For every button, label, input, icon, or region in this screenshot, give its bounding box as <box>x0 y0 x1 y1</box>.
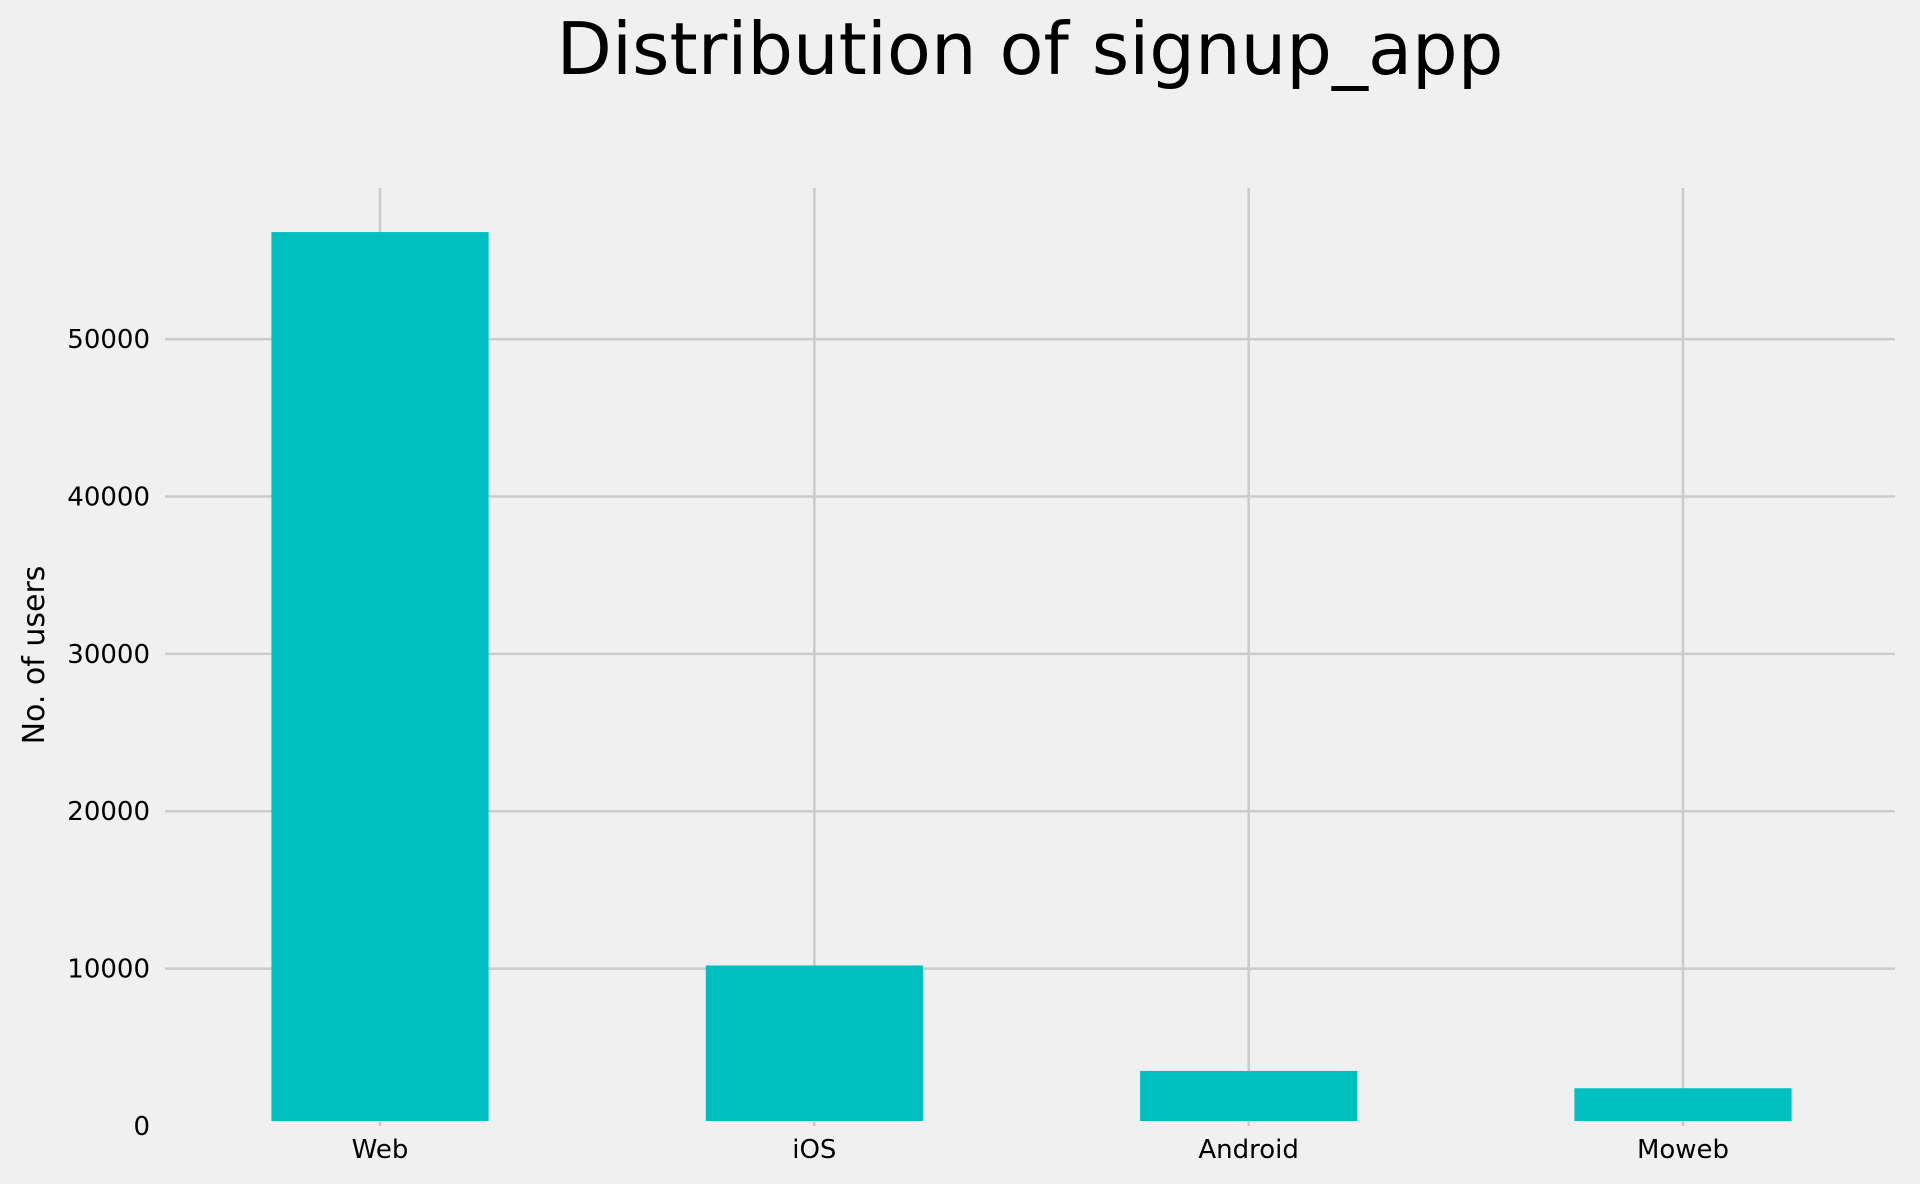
y-tick-label: 40000 <box>67 482 150 512</box>
x-tick-label: Web <box>352 1135 409 1165</box>
ticks-layer: 0 10000 20000 30000 40000 50000 Web iOS Android M… <box>67 325 1729 1165</box>
x-tick-label: Moweb <box>1637 1135 1729 1165</box>
bar-moweb <box>1574 1088 1792 1121</box>
y-tick-label: 50000 <box>67 325 150 355</box>
y-tick-label: 20000 <box>67 797 150 827</box>
chart-title: Distribution of signup_app <box>557 7 1504 91</box>
bar-ios <box>705 965 923 1121</box>
y-tick-label: 30000 <box>67 640 150 670</box>
bar-web <box>271 232 489 1121</box>
y-tick-label: 0 <box>133 1112 150 1142</box>
x-tick-label: iOS <box>792 1135 836 1165</box>
y-tick-label: 10000 <box>67 955 150 985</box>
bars-layer <box>271 232 1792 1121</box>
y-axis-label: No. of users <box>17 566 52 745</box>
bar-android <box>1140 1070 1358 1121</box>
x-tick-label: Android <box>1198 1135 1299 1165</box>
